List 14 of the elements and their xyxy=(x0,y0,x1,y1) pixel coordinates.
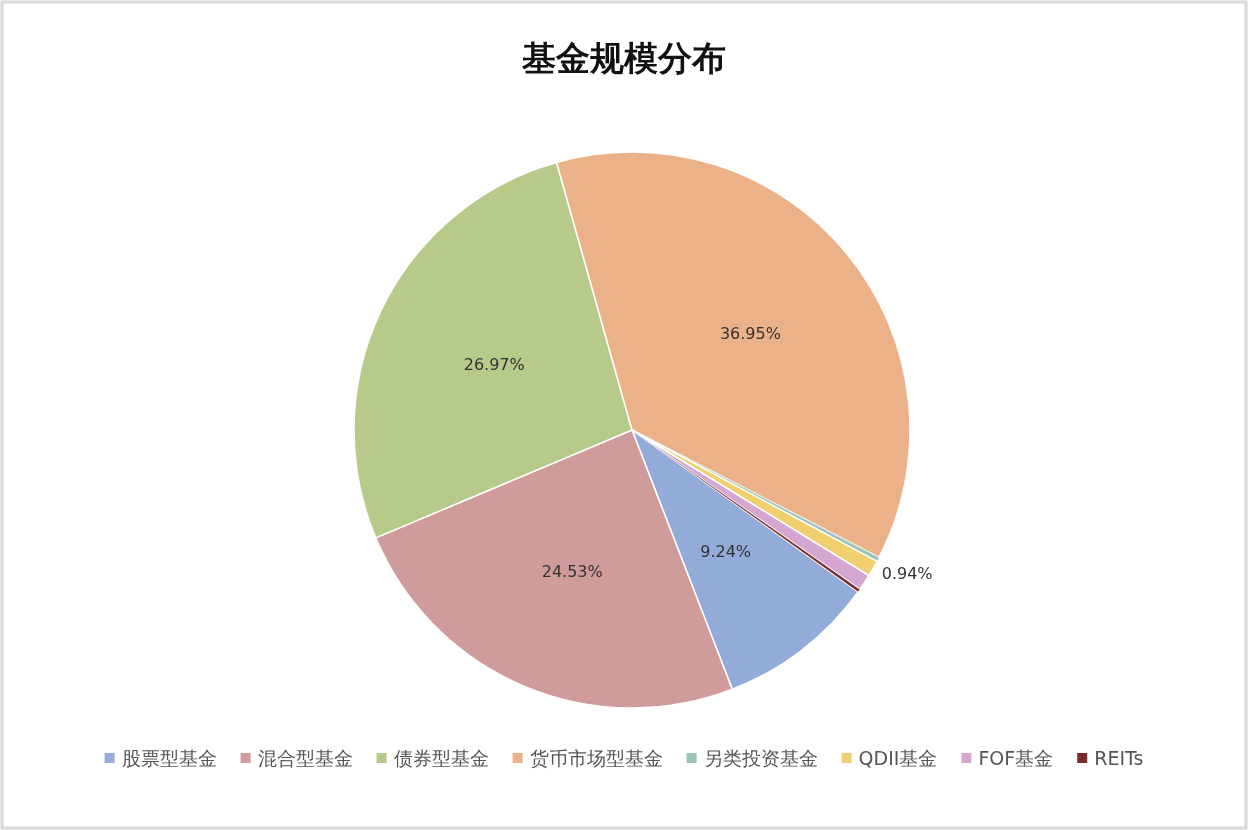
legend-label: 债券型基金 xyxy=(393,747,489,769)
chart-title: 基金规模分布 xyxy=(521,38,726,78)
data-label: 9.24% xyxy=(700,541,752,561)
legend-label: 混合型基金 xyxy=(257,747,353,769)
legend-label: FOF基金 xyxy=(978,747,1054,769)
data-label: 0.94% xyxy=(881,564,933,584)
data-label: 26.97% xyxy=(463,354,525,374)
legend-label: REITs xyxy=(1094,747,1144,769)
data-label: 36.95% xyxy=(719,324,781,344)
legend-label: 股票型基金 xyxy=(121,747,217,769)
legend-label: 另类投资基金 xyxy=(703,747,818,769)
legend-label: 货币市场型基金 xyxy=(529,747,663,769)
data-label: 24.53% xyxy=(541,561,603,581)
legend-label: QDII基金 xyxy=(858,747,938,769)
